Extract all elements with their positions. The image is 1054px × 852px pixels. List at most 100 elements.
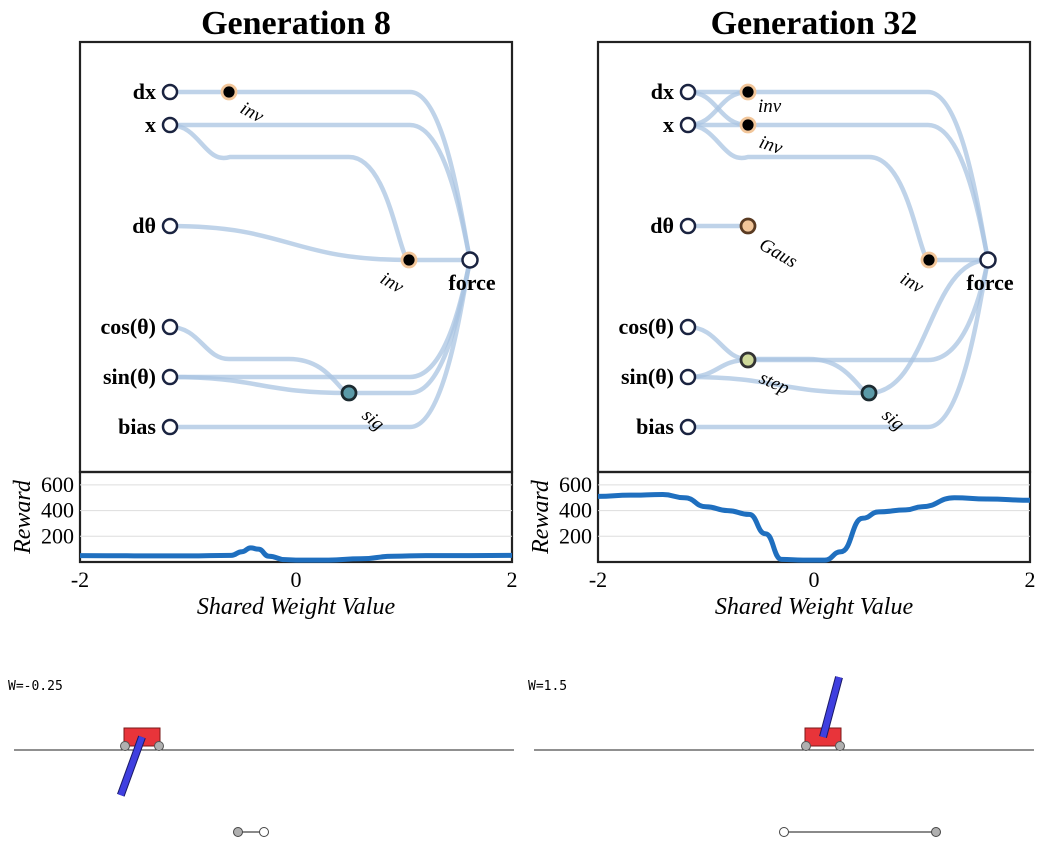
reward-x-tick: 0 [291,567,302,592]
activation-label: step [756,367,793,399]
connection-14 [685,257,991,430]
reward-y-tick: 600 [41,472,74,497]
input-label: dθ [650,213,674,238]
connection-7 [167,374,352,396]
reward-x-tick: 0 [809,567,820,592]
panel-title: Generation 8 [201,5,391,42]
input-node [679,83,697,101]
reward-y-tick: 400 [41,498,74,523]
input-node [161,368,179,386]
input-node [679,418,697,436]
reward-y-label: Reward [10,479,36,555]
activation-label: inν [897,268,928,298]
panel-title: Generation 32 [711,5,918,42]
hidden-node [739,217,757,235]
reward-x-tick: -2 [589,567,607,592]
output-label: force [448,270,495,295]
input-label: cos(θ) [101,314,156,339]
panel-generation-32: Generation 32 dx x dθ cos(θ) sin(θ) bias force i… [528,5,1036,837]
output-label: force [966,270,1013,295]
connection-6 [167,324,352,396]
input-label: dθ [132,213,156,238]
cart-wheel-left [801,741,811,751]
hidden-node [739,351,757,369]
connection-4 [685,89,751,128]
input-label: sin(θ) [103,364,156,389]
reward-curve [597,492,1031,563]
connection-3 [167,122,412,263]
activation-label: sig [358,405,388,435]
network-frame [78,40,514,474]
input-label: cos(θ) [619,314,674,339]
connection-13 [866,257,991,396]
weight-slider-start [233,827,243,837]
reward-x-tick: 2 [507,567,518,592]
connection-10 [685,357,751,380]
reward-x-label: Shared Weight Value [715,594,914,620]
output-node [979,251,997,269]
input-label: bias [118,414,156,439]
input-label: x [663,112,674,137]
hidden-node [220,83,238,101]
activation-label: sig [878,405,908,435]
input-node [679,217,697,235]
reward-y-tick: 200 [41,523,74,548]
weight-slider-start [779,827,789,837]
connection-12 [745,257,991,363]
input-node [161,83,179,101]
activation-label: inν [377,268,408,298]
weight-slider-end [259,827,269,837]
connection-2 [745,89,991,263]
hidden-node [860,384,878,402]
input-node [161,418,179,436]
input-label: x [145,112,156,137]
reward-frame [78,470,514,564]
network-frame [596,40,1032,474]
reward-y-tick: 600 [559,472,592,497]
input-label: sin(θ) [621,364,674,389]
connections [167,89,473,430]
pole [820,676,842,738]
input-node [679,318,697,336]
connection-10 [167,257,473,430]
connection-4 [167,223,412,263]
hidden-node [739,116,757,134]
input-node [161,217,179,235]
reward-y-label: Reward [528,479,554,555]
connection-2 [167,122,473,263]
pole [117,735,145,797]
connection-11 [685,374,872,396]
cart-wheel-left [120,741,130,751]
reward-y-tick: 200 [559,523,592,548]
input-label: dx [133,79,156,104]
output-node [461,251,479,269]
cart-wheel-right [835,741,845,751]
connection-6 [685,122,932,263]
cart-wheel-right [154,741,164,751]
connections [685,89,991,430]
weight-label: W=1.5 [528,679,567,694]
input-label: dx [651,79,674,104]
input-label: bias [636,414,674,439]
weight-label: W=-0.25 [8,679,63,694]
reward-y-tick: 400 [559,498,592,523]
hidden-node [340,384,358,402]
input-node [679,368,697,386]
reward-frame [596,470,1032,564]
weight-slider-end [931,827,941,837]
hidden-node [739,83,757,101]
reward-curve [79,545,513,563]
panel-generation-8: Generation 8 dx x dθ cos(θ) sin(θ) bias force in… [8,5,518,837]
connection-3 [745,122,991,263]
hidden-node [920,251,938,269]
activation-label: inν [758,96,782,117]
reward-x-tick: -2 [71,567,89,592]
input-node [161,116,179,134]
hidden-node [400,251,418,269]
input-node [679,116,697,134]
connection-8 [167,257,473,380]
reward-x-label: Shared Weight Value [197,594,396,620]
input-node [161,318,179,336]
reward-x-tick: 2 [1025,567,1036,592]
